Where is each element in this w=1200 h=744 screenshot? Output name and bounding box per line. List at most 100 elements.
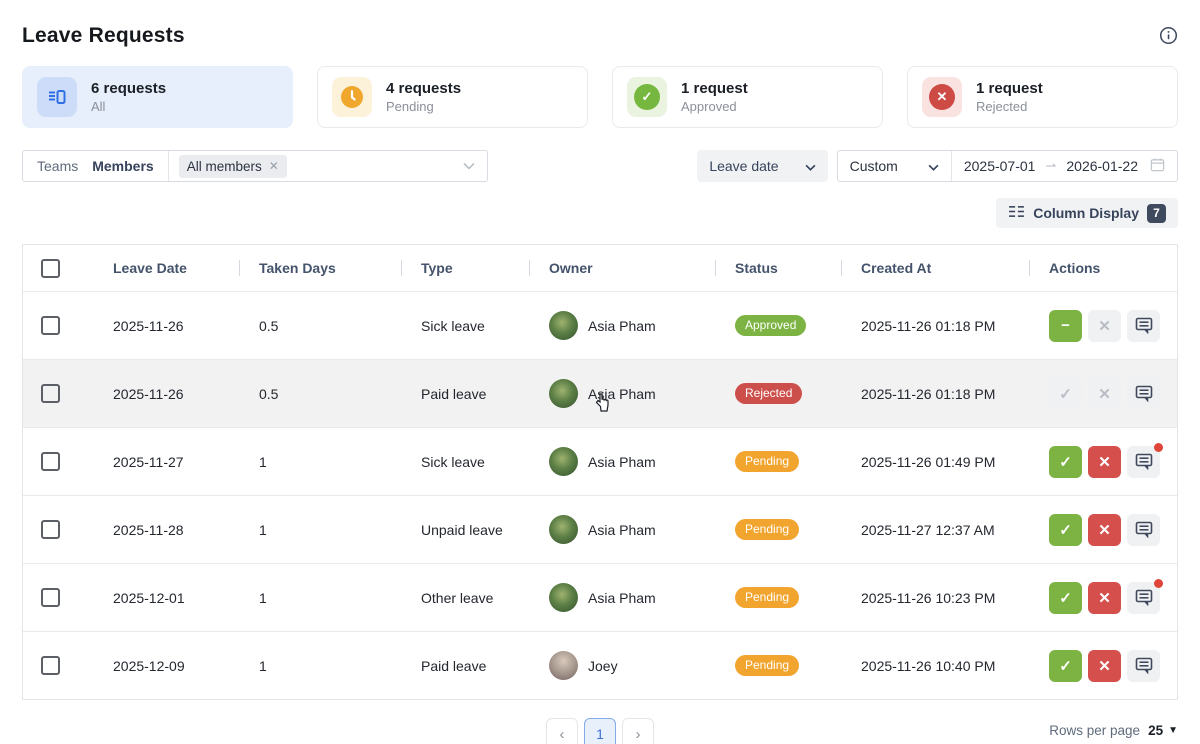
date-range-input[interactable]: 2025-07-01 ⇀ 2026-01-22 (952, 151, 1177, 181)
comment-notification-dot (1154, 442, 1163, 452)
header-owner[interactable]: Owner (529, 260, 715, 276)
avatar (549, 651, 578, 680)
avatar (549, 583, 578, 612)
reject-button[interactable]: ✕ (1088, 581, 1121, 614)
cell-type: Paid leave (421, 385, 487, 402)
calendar-icon[interactable] (1150, 157, 1165, 175)
header-type[interactable]: Type (401, 260, 529, 276)
date-range-group: Custom 2025-07-01 ⇀ 2026-01-22 (836, 150, 1178, 182)
card-rejected-requests[interactable]: ✕ 1 request Rejected (907, 66, 1178, 128)
avatar (549, 311, 578, 340)
approve-button[interactable]: ✓ (1049, 445, 1082, 478)
row-checkbox[interactable] (41, 588, 60, 607)
row-checkbox[interactable] (41, 316, 60, 335)
date-to-value[interactable]: 2026-01-22 (1066, 158, 1138, 174)
column-display-button[interactable]: Column Display 7 (996, 198, 1178, 228)
cell-taken-days: 1 (259, 521, 267, 538)
leave-requests-table: Leave Date Taken Days Type Owner Status … (22, 244, 1178, 700)
header-status[interactable]: Status (715, 260, 841, 276)
page-1-button[interactable]: 1 (584, 718, 616, 744)
cell-created-at: 2025-11-26 01:18 PM (861, 385, 996, 402)
approve-button[interactable]: ✓ (1049, 513, 1082, 546)
cell-created-at: 2025-11-26 01:18 PM (861, 317, 996, 334)
comment-button[interactable] (1127, 442, 1163, 478)
info-icon[interactable] (1159, 26, 1178, 50)
table-row: 2025-12-09 1 Paid leave Joey Pending 202… (23, 631, 1177, 699)
cell-leave-date: 2025-11-26 (113, 385, 184, 402)
date-field-select[interactable]: Leave date (697, 150, 828, 182)
chevron-down-icon: ▼ (1168, 725, 1178, 736)
cell-leave-date: 2025-11-27 (113, 453, 184, 470)
card-all-count: 6 requests (91, 80, 167, 98)
cell-owner: Asia Pham (588, 589, 656, 606)
card-rejected-label: Rejected (976, 99, 1028, 115)
range-preset-select[interactable]: Custom (838, 151, 952, 181)
comment-button[interactable] (1127, 513, 1160, 546)
prev-page-button[interactable]: ‹ (546, 718, 578, 744)
members-filter[interactable]: Teams Members All members ✕ (22, 150, 488, 182)
card-all-label: All (91, 99, 106, 115)
reject-button[interactable]: ✕ (1088, 649, 1121, 682)
reject-button-disabled[interactable]: ✕ (1088, 377, 1121, 410)
comment-button[interactable] (1127, 578, 1163, 614)
row-checkbox[interactable] (41, 452, 60, 471)
columns-icon (1008, 205, 1025, 221)
reject-button-disabled[interactable]: ✕ (1088, 309, 1121, 342)
card-all-requests[interactable]: 6 requests All (22, 66, 293, 128)
reject-button[interactable]: ✕ (1088, 445, 1121, 478)
comment-button[interactable] (1127, 649, 1160, 682)
header-created-at[interactable]: Created At (841, 260, 1029, 276)
rows-per-page-select[interactable]: 25 ▼ (1148, 723, 1178, 738)
reject-button[interactable]: ✕ (1088, 513, 1121, 546)
tab-members[interactable]: Members (92, 151, 169, 181)
status-badge: Pending (735, 451, 800, 472)
table-row: 2025-12-01 1 Other leave Asia Pham Pendi… (23, 563, 1177, 631)
cell-owner: Asia Pham (588, 385, 656, 402)
cell-created-at: 2025-11-26 10:23 PM (861, 589, 996, 606)
status-badge: Pending (735, 655, 800, 676)
unapprove-button[interactable]: − (1049, 309, 1082, 342)
approve-button[interactable]: ✓ (1049, 581, 1082, 614)
card-approved-requests[interactable]: ✓ 1 request Approved (612, 66, 883, 128)
chip-remove-icon[interactable]: ✕ (268, 159, 279, 173)
column-display-label: Column Display (1033, 205, 1139, 221)
date-from-value[interactable]: 2025-07-01 (963, 158, 1036, 174)
next-page-button[interactable]: › (622, 718, 654, 744)
list-document-icon (37, 77, 77, 117)
cell-owner: Asia Pham (588, 453, 656, 470)
comment-button[interactable] (1127, 309, 1160, 342)
tab-teams[interactable]: Teams (37, 158, 79, 174)
member-chip[interactable]: All members ✕ (178, 154, 287, 178)
table-header-row: Leave Date Taken Days Type Owner Status … (23, 245, 1177, 291)
cell-type: Other leave (421, 589, 494, 606)
rows-per-page-value: 25 (1148, 723, 1164, 738)
avatar (549, 515, 578, 544)
row-checkbox[interactable] (41, 384, 60, 403)
card-pending-requests[interactable]: 4 requests Pending (317, 66, 588, 128)
date-field-value: Leave date (709, 158, 779, 174)
arrow-right-icon: ⇀ (1045, 158, 1057, 173)
approve-button[interactable]: ✓ (1049, 649, 1082, 682)
clock-icon (332, 77, 372, 117)
status-badge: Rejected (735, 383, 803, 404)
card-approved-label: Approved (681, 99, 737, 115)
comment-button[interactable] (1127, 377, 1160, 410)
table-toolbar: Column Display 7 (22, 198, 1178, 228)
approve-button-disabled[interactable]: ✓ (1049, 377, 1082, 410)
table-row: 2025-11-27 1 Sick leave Asia Pham Pendin… (23, 427, 1177, 495)
row-checkbox[interactable] (41, 520, 60, 539)
cell-leave-date: 2025-11-26 (113, 317, 184, 334)
cell-owner: Asia Pham (588, 521, 656, 538)
cell-taken-days: 0.5 (259, 385, 279, 402)
comment-notification-dot (1154, 578, 1163, 588)
select-all-checkbox[interactable] (41, 258, 60, 278)
table-row: 2025-11-26 0.5 Paid leave Asia Pham Reje… (23, 359, 1177, 427)
cell-owner: Asia Pham (588, 317, 656, 334)
header-leave-date[interactable]: Leave Date (113, 260, 187, 276)
row-checkbox[interactable] (41, 656, 60, 675)
table-row: 2025-11-28 1 Unpaid leave Asia Pham Pend… (23, 495, 1177, 563)
status-badge: Pending (735, 519, 800, 540)
header-taken-days[interactable]: Taken Days (239, 260, 401, 276)
cell-type: Sick leave (421, 453, 485, 470)
